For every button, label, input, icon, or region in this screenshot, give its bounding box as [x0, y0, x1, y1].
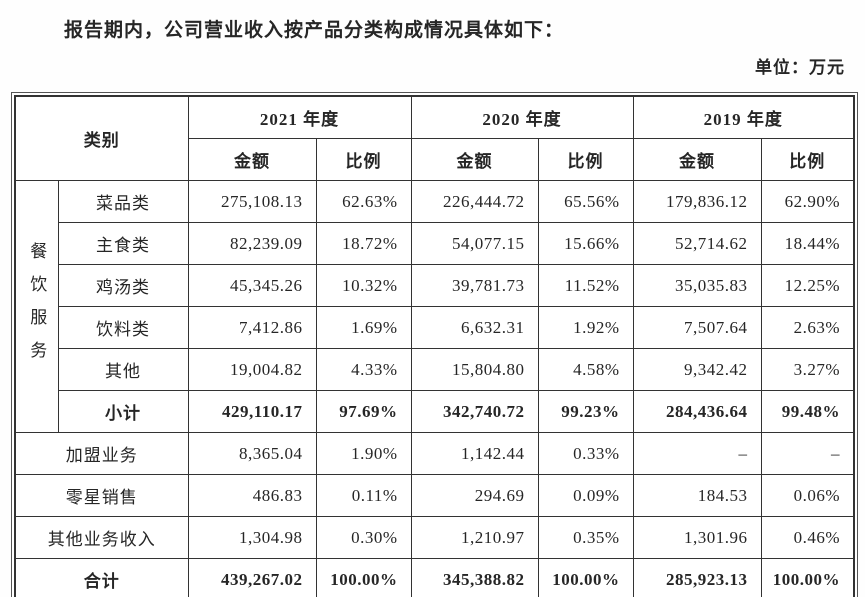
row-label: 菜品类 [57, 180, 189, 223]
row-label: 其他 [57, 348, 189, 391]
ratio-cell: 0.30% [315, 516, 412, 559]
ratio-cell: 12.25% [760, 264, 855, 307]
amount-cell: 35,035.83 [632, 264, 762, 307]
amount-cell: 429,110.17 [187, 390, 317, 433]
subtotal-row: 小计 429,110.17 97.69% 342,740.72 99.23% 2… [15, 390, 855, 433]
amount-cell: 54,077.15 [410, 222, 539, 265]
table-row: 加盟业务 8,365.04 1.90% 1,142.44 0.33% – – [14, 432, 855, 475]
amount-cell: 45,345.26 [187, 264, 317, 307]
col-header-amount: 金额 [410, 138, 539, 181]
header-row-years: 类别 2021 年度 2020 年度 2019 年度 [14, 95, 855, 181]
col-header-year-2020: 2020 年度 [410, 95, 634, 139]
amount-cell: 39,781.73 [410, 264, 539, 307]
amount-cell: 82,239.09 [187, 222, 317, 265]
amount-cell: 1,301.96 [632, 516, 762, 559]
ratio-cell: 100.00% [537, 558, 634, 597]
table-row: 零星销售 486.83 0.11% 294.69 0.09% 184.53 0.… [14, 474, 855, 517]
revenue-table: 类别 2021 年度 2020 年度 2019 年度 金额 比例 金额 比例 金… [11, 92, 858, 597]
header-row-subheaders: 金额 比例 金额 比例 金额 比例 [15, 138, 855, 181]
row-label-total: 合计 [14, 558, 189, 597]
amount-cell: 52,714.62 [632, 222, 762, 265]
amount-cell: 1,304.98 [187, 516, 317, 559]
ratio-cell: 3.27% [760, 348, 855, 391]
ratio-cell: 11.52% [537, 264, 634, 307]
table-row: 其他 19,004.82 4.33% 15,804.80 4.58% 9,342… [15, 348, 855, 391]
amount-cell: 8,365.04 [187, 432, 317, 475]
ratio-cell: 18.44% [760, 222, 855, 265]
amount-cell: 294.69 [410, 474, 539, 517]
ratio-cell: 100.00% [315, 558, 412, 597]
col-header-year-2021: 2021 年度 [187, 95, 412, 139]
row-label-subtotal: 小计 [57, 390, 189, 433]
ratio-cell: 99.48% [760, 390, 855, 433]
table-row: 其他业务收入 1,304.98 0.30% 1,210.97 0.35% 1,3… [14, 516, 855, 559]
amount-cell: 7,507.64 [632, 306, 762, 349]
amount-cell: 284,436.64 [632, 390, 762, 433]
amount-cell: 184.53 [632, 474, 762, 517]
amount-cell: 275,108.13 [187, 180, 317, 223]
amount-cell: 179,836.12 [632, 180, 762, 223]
row-label-franchise: 加盟业务 [14, 432, 189, 475]
amount-cell: 486.83 [187, 474, 317, 517]
amount-cell: 285,923.13 [632, 558, 762, 597]
table-row: 鸡汤类 45,345.26 10.32% 39,781.73 11.52% 35… [15, 264, 855, 307]
col-header-ratio: 比例 [760, 138, 855, 181]
row-label: 饮料类 [57, 306, 189, 349]
ratio-cell: 15.66% [537, 222, 634, 265]
ratio-cell: 2.63% [760, 306, 855, 349]
ratio-cell: 97.69% [315, 390, 412, 433]
ratio-cell: 18.72% [315, 222, 412, 265]
unit-label: 单位：万元 [755, 58, 845, 77]
col-header-category: 类别 [14, 95, 189, 181]
col-header-year-2019: 2019 年度 [632, 95, 855, 139]
amount-cell: 15,804.80 [410, 348, 539, 391]
table-row: 饮料类 7,412.86 1.69% 6,632.31 1.92% 7,507.… [15, 306, 855, 349]
ratio-cell: 99.23% [537, 390, 634, 433]
amount-cell: 9,342.42 [632, 348, 762, 391]
amount-cell: 439,267.02 [187, 558, 317, 597]
total-row: 合计 439,267.02 100.00% 345,388.82 100.00%… [14, 558, 855, 597]
ratio-cell: 0.11% [315, 474, 412, 517]
intro-text: 报告期内，公司营业收入按产品分类构成情况具体如下： [64, 20, 565, 41]
group-label-catering-services: 餐饮服务 [14, 180, 59, 433]
ratio-cell: 1.90% [315, 432, 412, 475]
ratio-cell: 1.69% [315, 306, 412, 349]
amount-cell: 345,388.82 [410, 558, 539, 597]
col-header-amount: 金额 [187, 138, 317, 181]
ratio-cell: 0.33% [537, 432, 634, 475]
row-label: 主食类 [57, 222, 189, 265]
amount-cell: 1,142.44 [410, 432, 539, 475]
row-label-other-business: 其他业务收入 [14, 516, 189, 559]
ratio-cell: 0.06% [760, 474, 855, 517]
amount-cell: 6,632.31 [410, 306, 539, 349]
ratio-cell: 100.00% [760, 558, 855, 597]
ratio-cell: 0.35% [537, 516, 634, 559]
row-label: 鸡汤类 [57, 264, 189, 307]
amount-cell: 226,444.72 [410, 180, 539, 223]
amount-cell: 1,210.97 [410, 516, 539, 559]
ratio-cell: 4.33% [315, 348, 412, 391]
ratio-cell: 1.92% [537, 306, 634, 349]
table-row: 主食类 82,239.09 18.72% 54,077.15 15.66% 52… [15, 222, 855, 265]
group-label-text: 餐饮服务 [27, 242, 47, 374]
col-header-ratio: 比例 [537, 138, 634, 181]
ratio-cell: 10.32% [315, 264, 412, 307]
ratio-cell: – [760, 432, 855, 475]
revenue-table-grid: 类别 2021 年度 2020 年度 2019 年度 金额 比例 金额 比例 金… [14, 95, 855, 597]
row-label-sporadic-sales: 零星销售 [14, 474, 189, 517]
col-header-amount: 金额 [632, 138, 762, 181]
ratio-cell: 65.56% [537, 180, 634, 223]
ratio-cell: 62.63% [315, 180, 412, 223]
ratio-cell: 4.58% [537, 348, 634, 391]
amount-cell: – [632, 432, 762, 475]
ratio-cell: 62.90% [760, 180, 855, 223]
amount-cell: 342,740.72 [410, 390, 539, 433]
amount-cell: 7,412.86 [187, 306, 317, 349]
col-header-ratio: 比例 [315, 138, 412, 181]
amount-cell: 19,004.82 [187, 348, 317, 391]
table-row: 餐饮服务 菜品类 275,108.13 62.63% 226,444.72 65… [14, 180, 855, 433]
ratio-cell: 0.09% [537, 474, 634, 517]
ratio-cell: 0.46% [760, 516, 855, 559]
